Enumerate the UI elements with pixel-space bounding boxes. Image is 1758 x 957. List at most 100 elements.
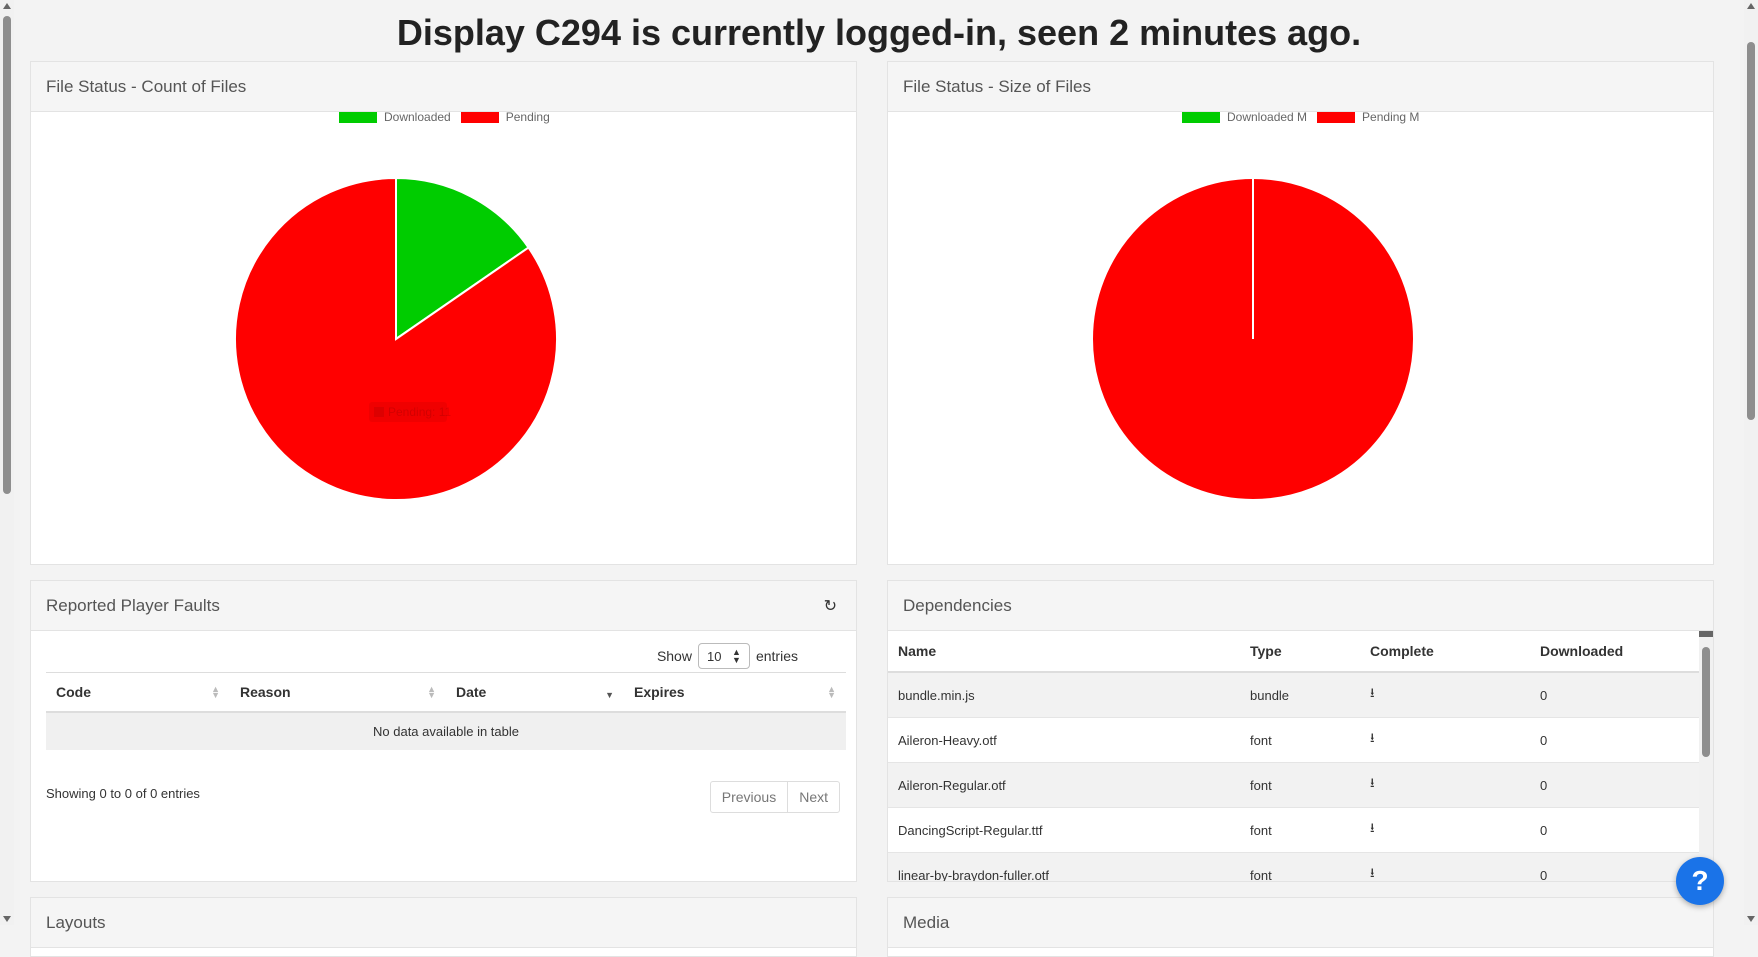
scroll-thumb[interactable] bbox=[1702, 647, 1710, 757]
show-label: Show bbox=[656, 648, 692, 664]
complete-cell: ⭳ bbox=[1360, 807, 1530, 853]
table-row: Aileron-Regular.otf font ⭳ 0 bbox=[888, 762, 1699, 808]
help-button[interactable]: ? bbox=[1676, 857, 1724, 905]
panel-title: File Status - Count of Files bbox=[46, 76, 247, 96]
dependency-type: font bbox=[1240, 762, 1360, 808]
sort-icon: ▲ ▼ bbox=[211, 684, 220, 700]
dependencies-table: Name Type Complete Downloaded bundle.min… bbox=[888, 631, 1699, 881]
panel-header: File Status - Count of Files bbox=[31, 62, 856, 112]
media-panel: Media bbox=[887, 897, 1714, 957]
scroll-up-arrow[interactable] bbox=[1747, 3, 1755, 9]
previous-button[interactable]: Previous bbox=[721, 789, 777, 805]
table-info: Showing 0 to 0 of 0 entries bbox=[46, 786, 200, 801]
scroll-up-arrow[interactable] bbox=[1699, 631, 1713, 637]
dependency-downloaded: 0 bbox=[1530, 671, 1699, 718]
column-header-expires[interactable]: Expires ▲ ▼ bbox=[624, 672, 846, 713]
faults-table: Code ▲ ▼ Reason ▲ ▼ Date ▼ Expires ▲ ▼ No data … bbox=[46, 672, 846, 750]
column-header-date[interactable]: Date ▼ bbox=[446, 672, 624, 713]
legend-item-downloaded[interactable]: Downloaded M bbox=[1182, 110, 1307, 124]
download-icon[interactable]: ⭳ bbox=[1370, 865, 1375, 880]
download-icon[interactable]: ⭳ bbox=[1370, 775, 1375, 790]
column-header-complete: Complete bbox=[1360, 631, 1530, 673]
size-panel: File Status - Size of Files Downloaded M… bbox=[887, 61, 1714, 565]
column-header-type: Type bbox=[1240, 631, 1360, 673]
chart-legend: Downloaded Pending bbox=[339, 110, 550, 124]
download-icon[interactable]: ⭳ bbox=[1370, 730, 1375, 745]
select-arrows-icon: ▲ ▼ bbox=[732, 647, 741, 665]
layouts-panel: Layouts bbox=[30, 897, 857, 957]
pie-slice-downloaded[interactable] bbox=[395, 176, 530, 341]
page-length-value: 10 bbox=[706, 648, 722, 664]
complete-cell: ⭳ bbox=[1360, 852, 1530, 881]
complete-cell: ⭳ bbox=[1360, 762, 1530, 808]
legend-label: Downloaded bbox=[384, 110, 451, 124]
legend-item-downloaded[interactable]: Downloaded bbox=[339, 110, 451, 124]
count-panel: File Status - Count of Files Downloaded … bbox=[30, 61, 857, 565]
legend-item-pending[interactable]: Pending bbox=[460, 110, 550, 124]
scroll-thumb[interactable] bbox=[1747, 42, 1755, 420]
dependencies-scroll-area[interactable]: Name Type Complete Downloaded bundle.min… bbox=[888, 631, 1699, 881]
dependency-type: font bbox=[1240, 717, 1360, 763]
column-header-name: Name bbox=[888, 631, 1240, 673]
dependency-downloaded: 0 bbox=[1530, 717, 1699, 763]
page-scrollbar-right[interactable] bbox=[1744, 0, 1758, 925]
panel-title: Layouts bbox=[46, 912, 106, 932]
legend-label: Downloaded M bbox=[1227, 110, 1308, 124]
dependency-name: bundle.min.js bbox=[888, 671, 1240, 718]
table-row: DancingScript-Regular.ttf font ⭳ 0 bbox=[888, 807, 1699, 853]
column-header-reason[interactable]: Reason ▲ ▼ bbox=[230, 672, 446, 713]
chart-legend: Downloaded M Pending M bbox=[1182, 110, 1419, 124]
sort-icon: ▲ ▼ bbox=[427, 684, 436, 700]
panel-title: Dependencies bbox=[903, 595, 1012, 615]
page-length-control: Show 10 ▲ ▼ entries bbox=[657, 643, 798, 669]
page-scrollbar-left[interactable] bbox=[0, 0, 14, 925]
panel-title: Reported Player Faults bbox=[46, 595, 220, 615]
legend-swatch bbox=[1182, 111, 1220, 123]
scroll-down-arrow[interactable] bbox=[3, 916, 11, 922]
scroll-up-arrow[interactable] bbox=[3, 3, 11, 9]
size-pie-chart[interactable] bbox=[888, 112, 1715, 566]
dependency-downloaded: 0 bbox=[1530, 852, 1699, 881]
dependencies-panel: Dependencies Name Type Complete Download… bbox=[887, 580, 1714, 882]
complete-cell: ⭳ bbox=[1360, 717, 1530, 763]
table-header-row: Name Type Complete Downloaded bbox=[888, 631, 1699, 673]
dependencies-scrollbar[interactable] bbox=[1699, 631, 1713, 881]
panel-header: Dependencies bbox=[888, 581, 1713, 631]
panel-header: File Status - Size of Files bbox=[888, 62, 1713, 112]
panel-header: Media bbox=[888, 898, 1713, 948]
scroll-thumb[interactable] bbox=[3, 16, 11, 494]
panel-title: Media bbox=[903, 912, 950, 932]
panel-header: Layouts bbox=[31, 898, 856, 948]
dependency-downloaded: 0 bbox=[1530, 807, 1699, 853]
legend-swatch bbox=[339, 111, 377, 123]
chart-tooltip: Pending: 11 bbox=[369, 402, 451, 422]
table-row: No data available in table bbox=[46, 712, 846, 750]
complete-cell: ⭳ bbox=[1360, 671, 1530, 718]
page-length-select[interactable]: 10 ▲ ▼ bbox=[697, 643, 750, 669]
dependency-type: font bbox=[1240, 852, 1360, 881]
legend-label: Pending M bbox=[1362, 110, 1420, 124]
download-icon[interactable]: ⭳ bbox=[1370, 685, 1375, 700]
scroll-down-arrow[interactable] bbox=[1747, 916, 1755, 922]
dependency-type: bundle bbox=[1240, 671, 1360, 718]
table-header-row: Code ▲ ▼ Reason ▲ ▼ Date ▼ Expires ▲ ▼ bbox=[46, 672, 846, 713]
column-header-downloaded: Downloaded bbox=[1530, 631, 1699, 673]
table-row: Aileron-Heavy.otf font ⭳ 0 bbox=[888, 717, 1699, 763]
legend-label: Pending bbox=[505, 110, 550, 124]
sort-icon: ▲ ▼ bbox=[827, 684, 836, 700]
dependency-name: DancingScript-Regular.ttf bbox=[888, 807, 1240, 853]
refresh-icon[interactable]: ↻ bbox=[823, 597, 837, 615]
legend-item-pending[interactable]: Pending M bbox=[1317, 110, 1419, 124]
entries-label: entries bbox=[755, 648, 798, 664]
sort-desc-icon: ▼ bbox=[605, 690, 614, 700]
legend-swatch bbox=[1317, 111, 1356, 123]
download-icon[interactable]: ⭳ bbox=[1370, 820, 1375, 835]
column-header-code[interactable]: Code ▲ ▼ bbox=[46, 672, 230, 713]
dependency-name: Aileron-Heavy.otf bbox=[888, 717, 1240, 763]
count-pie-chart[interactable]: Pending: 11 bbox=[31, 112, 858, 566]
pagination: Previous Next bbox=[709, 781, 840, 813]
legend-swatch bbox=[460, 111, 499, 123]
panel-title: File Status - Size of Files bbox=[903, 76, 1092, 96]
panel-header: Reported Player Faults ↻ bbox=[31, 581, 856, 631]
next-button[interactable]: Next bbox=[787, 782, 839, 812]
